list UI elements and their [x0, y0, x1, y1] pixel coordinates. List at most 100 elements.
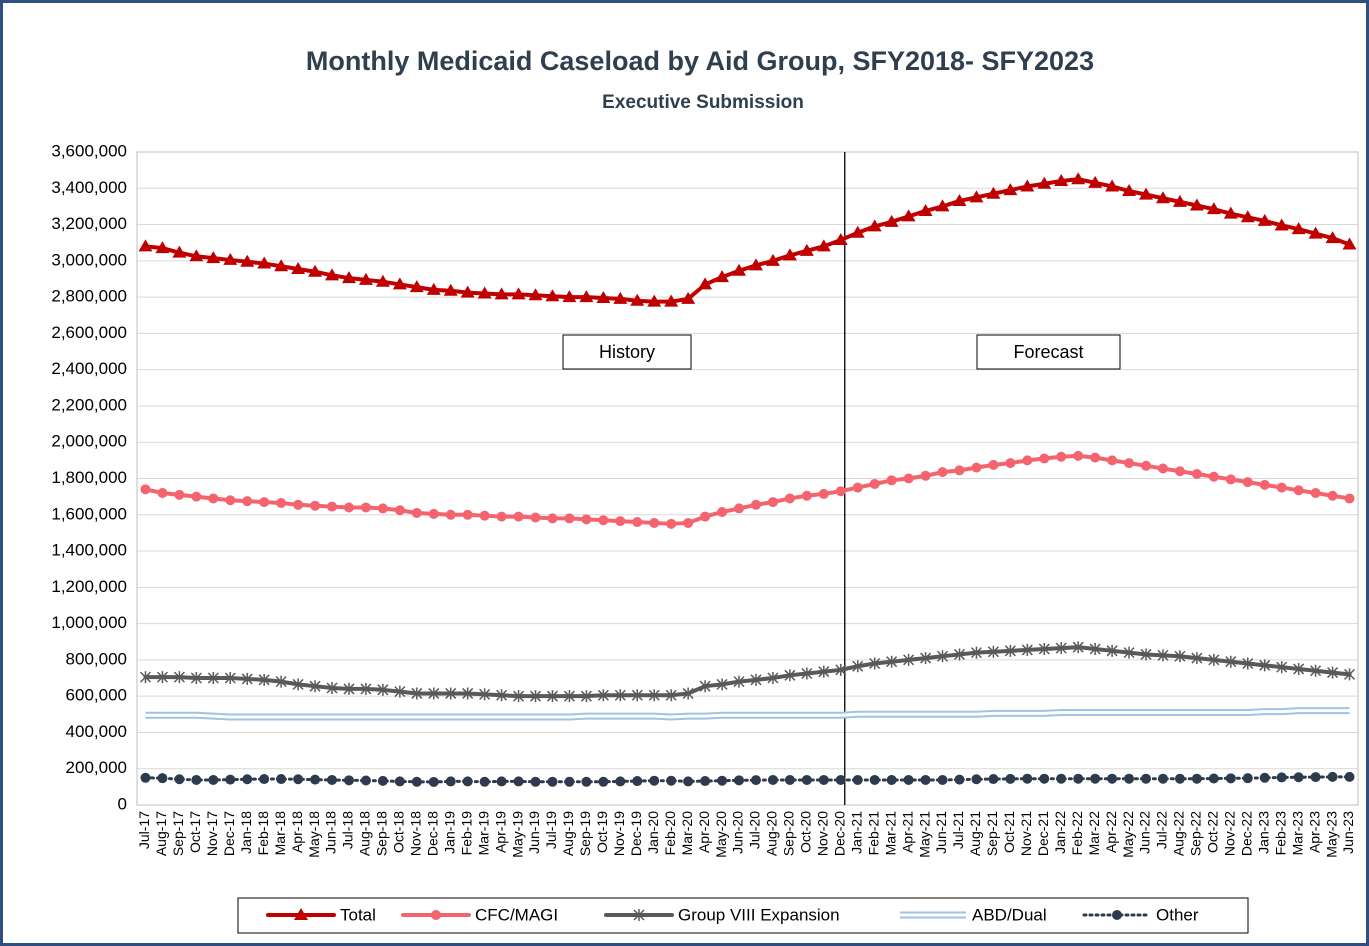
marker: [765, 253, 780, 266]
chart-title: Monthly Medicaid Caseload by Aid Group, …: [306, 46, 1094, 76]
plot-area: [136, 151, 1359, 806]
marker: [733, 675, 745, 688]
y-tick-label: 2,400,000: [51, 359, 127, 378]
marker: [767, 774, 778, 785]
marker: [1056, 773, 1067, 784]
marker: [1123, 646, 1135, 659]
marker: [1342, 237, 1357, 250]
marker: [801, 667, 813, 680]
marker: [986, 186, 1001, 199]
x-tick-label: Jun-22: [1137, 811, 1153, 854]
marker: [174, 489, 185, 500]
marker: [1157, 773, 1168, 784]
marker: [443, 283, 458, 296]
marker: [240, 254, 255, 267]
x-tick-label: Jan-21: [848, 811, 864, 854]
marker: [971, 462, 982, 473]
marker: [1089, 643, 1101, 656]
x-tick-label: Feb-18: [255, 811, 271, 856]
marker: [937, 467, 948, 478]
marker: [833, 232, 848, 245]
marker: [952, 193, 967, 206]
marker: [801, 774, 812, 785]
marker: [818, 488, 829, 499]
marker: [223, 252, 238, 265]
marker: [649, 775, 660, 786]
marker: [1105, 179, 1120, 192]
marker: [140, 772, 151, 783]
marker: [309, 680, 321, 693]
marker: [630, 293, 645, 306]
marker: [1022, 455, 1033, 466]
marker: [494, 287, 509, 300]
marker: [698, 277, 713, 290]
marker: [1073, 450, 1084, 461]
marker: [445, 776, 456, 787]
marker: [596, 291, 611, 304]
marker: [325, 268, 340, 281]
legend-label: ABD/Dual: [972, 905, 1047, 924]
x-tick-label: May-19: [509, 811, 525, 858]
marker: [547, 776, 558, 787]
marker: [1107, 455, 1118, 466]
marker: [1056, 451, 1067, 462]
marker: [242, 496, 253, 507]
marker: [649, 517, 660, 528]
marker: [225, 495, 236, 506]
marker: [358, 272, 373, 285]
x-tick-label: Jun-20: [730, 811, 746, 854]
marker: [139, 671, 152, 684]
marker: [647, 294, 662, 307]
series: [138, 172, 1357, 307]
marker: [1223, 206, 1238, 219]
series: [140, 771, 1355, 787]
x-tick-label: Mar-23: [1289, 811, 1305, 856]
marker: [411, 507, 422, 518]
marker: [479, 776, 490, 787]
marker: [715, 270, 730, 283]
marker: [784, 669, 796, 682]
marker: [377, 683, 389, 696]
x-tick-label: May-22: [1120, 811, 1136, 858]
x-tick-label: Sep-20: [781, 811, 797, 856]
legend-marker: [431, 910, 441, 920]
x-tick-label: Sep-17: [170, 811, 186, 856]
marker: [310, 774, 321, 785]
marker: [598, 515, 609, 526]
marker: [1073, 773, 1084, 784]
marker: [462, 687, 474, 700]
y-tick-label: 400,000: [66, 722, 127, 741]
marker: [462, 509, 473, 520]
marker: [155, 241, 170, 254]
y-tick-label: 1,800,000: [51, 468, 127, 487]
marker: [496, 689, 508, 702]
marker: [1310, 772, 1321, 783]
marker: [852, 482, 863, 493]
marker: [969, 190, 984, 203]
marker: [1039, 453, 1050, 464]
marker: [1054, 174, 1069, 187]
marker: [189, 249, 204, 262]
series: [145, 707, 1350, 721]
marker: [852, 660, 864, 673]
legend-marker-group: [431, 910, 441, 920]
marker: [207, 672, 219, 685]
y-tick-label: 200,000: [66, 758, 127, 777]
marker: [275, 675, 287, 688]
marker: [528, 288, 543, 301]
marker: [1242, 477, 1253, 488]
marker: [750, 499, 761, 510]
x-tick-label: Nov-19: [611, 811, 627, 856]
marker: [460, 285, 475, 298]
x-tick-label: Sep-21: [984, 811, 1000, 856]
marker: [852, 774, 863, 785]
marker: [920, 470, 931, 481]
marker: [513, 690, 525, 703]
x-tick-label: Feb-21: [865, 811, 881, 856]
marker: [1174, 773, 1185, 784]
legend-label: Group VIII Expansion: [678, 905, 840, 924]
marker: [1308, 226, 1323, 239]
marker: [276, 774, 287, 785]
marker: [664, 294, 679, 307]
marker: [477, 286, 492, 299]
